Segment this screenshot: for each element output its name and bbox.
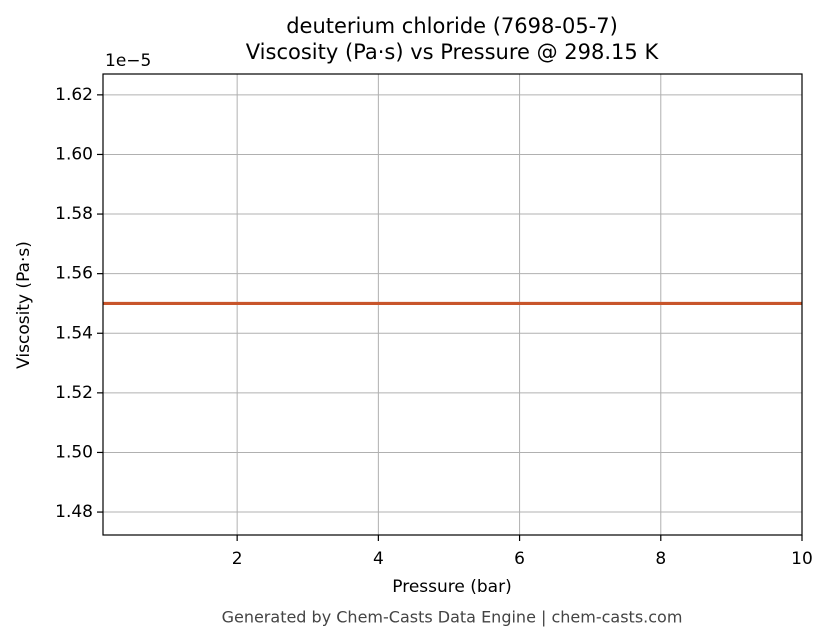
- y-tick-label: 1.56: [55, 264, 93, 284]
- y-tick-label: 1.58: [55, 204, 93, 224]
- x-tick-label: 6: [514, 549, 525, 569]
- x-tick-label: 10: [791, 549, 813, 569]
- y-tick-label: 1.48: [55, 502, 93, 522]
- y-axis-label: Viscosity (Pa·s): [14, 241, 34, 369]
- y-offset-label: 1e−5: [105, 51, 151, 71]
- x-tick-label: 8: [655, 549, 666, 569]
- x-tick-label: 2: [232, 549, 243, 569]
- chart-title: deuterium chloride (7698-05-7): [286, 14, 618, 38]
- plot-frame: [102, 73, 803, 536]
- y-tick-label: 1.62: [55, 85, 93, 105]
- y-tick-label: 1.50: [55, 442, 93, 462]
- y-tick-label: 1.54: [55, 323, 93, 343]
- chart-subtitle: Viscosity (Pa·s) vs Pressure @ 298.15 K: [246, 40, 660, 64]
- y-tick-label: 1.60: [55, 144, 93, 164]
- y-tick-label: 1.52: [55, 383, 93, 403]
- x-tick-label: 4: [373, 549, 384, 569]
- x-axis-label: Pressure (bar): [392, 577, 511, 597]
- footer: Generated by Chem-Casts Data Engine | ch…: [222, 608, 683, 627]
